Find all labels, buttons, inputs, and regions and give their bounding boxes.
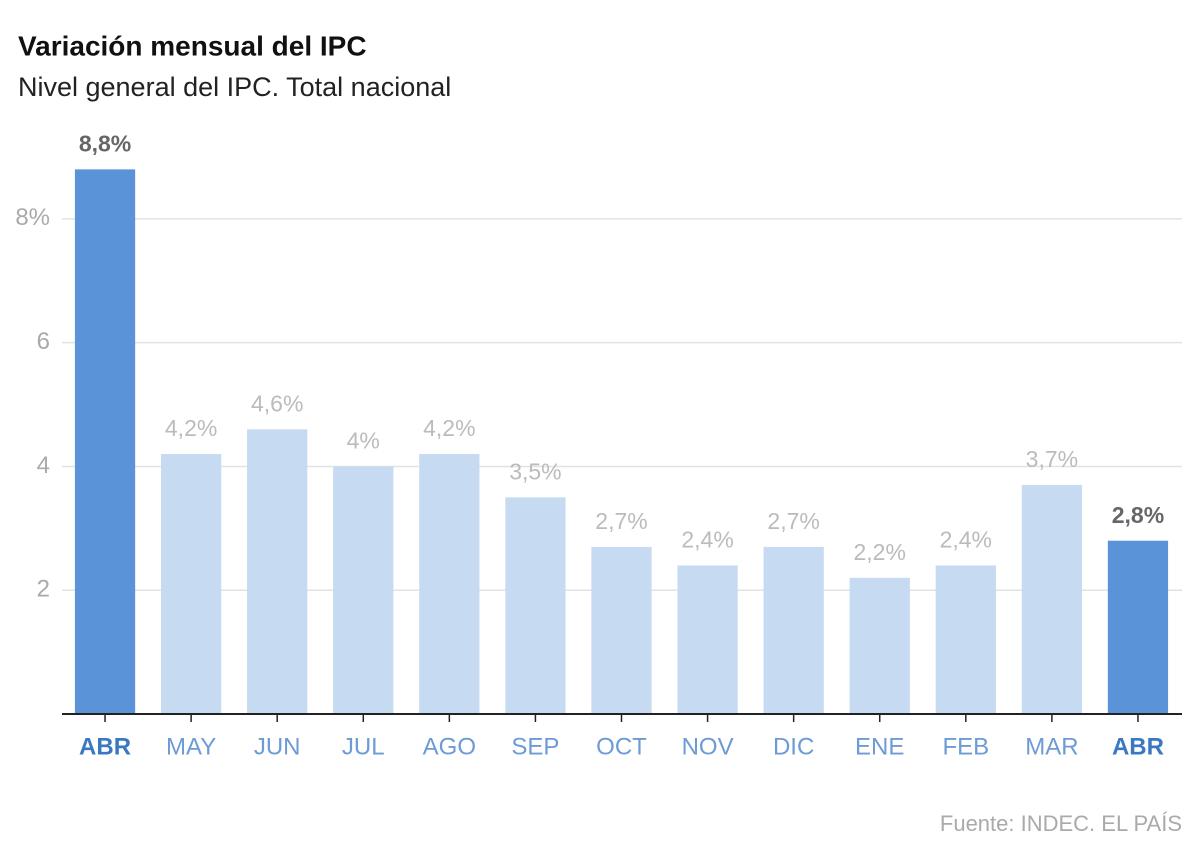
bar — [1107, 540, 1169, 714]
bar — [935, 565, 996, 714]
x-tick-label: ABR — [1112, 733, 1164, 760]
bar — [1021, 485, 1083, 714]
chart-subtitle: Nivel general del IPC. Total nacional — [18, 72, 451, 102]
x-tick-label: DIC — [773, 733, 814, 760]
x-tick-label: MAY — [166, 733, 216, 760]
y-tick-label: 8% — [15, 204, 50, 231]
x-tick-label: FEB — [942, 733, 989, 760]
bar — [247, 429, 308, 714]
x-tick-label: OCT — [596, 733, 647, 760]
value-label: 4,2% — [423, 415, 475, 441]
bar — [505, 497, 566, 714]
x-tick-label: MAR — [1025, 733, 1078, 760]
value-label: 8,8% — [79, 130, 131, 156]
value-label: 3,7% — [1026, 446, 1078, 472]
value-label: 4,6% — [251, 390, 303, 416]
bar — [763, 546, 824, 714]
chart-title: Variación mensual del IPC — [18, 30, 367, 61]
bar — [849, 577, 910, 714]
y-tick-label: 2 — [37, 576, 50, 603]
value-label: 2,8% — [1112, 502, 1164, 528]
value-label: 2,4% — [940, 527, 992, 553]
x-tick-label: JUN — [254, 733, 301, 760]
bar — [419, 454, 480, 714]
value-label: 2,2% — [854, 539, 906, 565]
bar — [74, 169, 136, 714]
value-label: 2,7% — [767, 508, 819, 534]
source: Fuente: INDEC. EL PAÍS — [940, 811, 1182, 836]
value-label: 4,2% — [165, 415, 217, 441]
value-label: 4% — [347, 428, 380, 454]
bar — [677, 565, 738, 714]
y-tick-label: 4 — [37, 452, 50, 479]
bar — [333, 466, 394, 714]
x-tick-label: NOV — [682, 733, 734, 760]
x-tick-label: ABR — [79, 733, 131, 760]
x-tick-label: AGO — [423, 733, 476, 760]
bar — [160, 454, 222, 714]
x-tick-label: JUL — [342, 733, 385, 760]
y-tick-label: 6 — [37, 328, 50, 355]
bar — [591, 546, 652, 714]
value-label: 2,7% — [595, 508, 647, 534]
value-label: 2,4% — [681, 527, 733, 553]
x-tick-label: SEP — [511, 733, 559, 760]
x-tick-label: ENE — [855, 733, 904, 760]
value-label: 3,5% — [509, 458, 561, 484]
